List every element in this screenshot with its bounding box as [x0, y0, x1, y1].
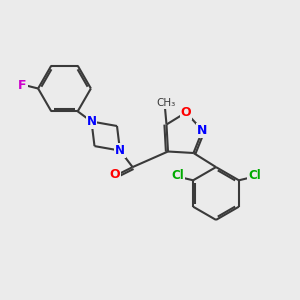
Text: CH₃: CH₃ [156, 98, 175, 109]
Text: N: N [115, 144, 125, 157]
Text: Cl: Cl [171, 169, 184, 182]
Text: O: O [181, 106, 191, 119]
Text: N: N [197, 124, 208, 137]
Text: F: F [18, 79, 27, 92]
Text: N: N [86, 115, 97, 128]
Text: Cl: Cl [248, 169, 261, 182]
Text: O: O [109, 168, 120, 181]
